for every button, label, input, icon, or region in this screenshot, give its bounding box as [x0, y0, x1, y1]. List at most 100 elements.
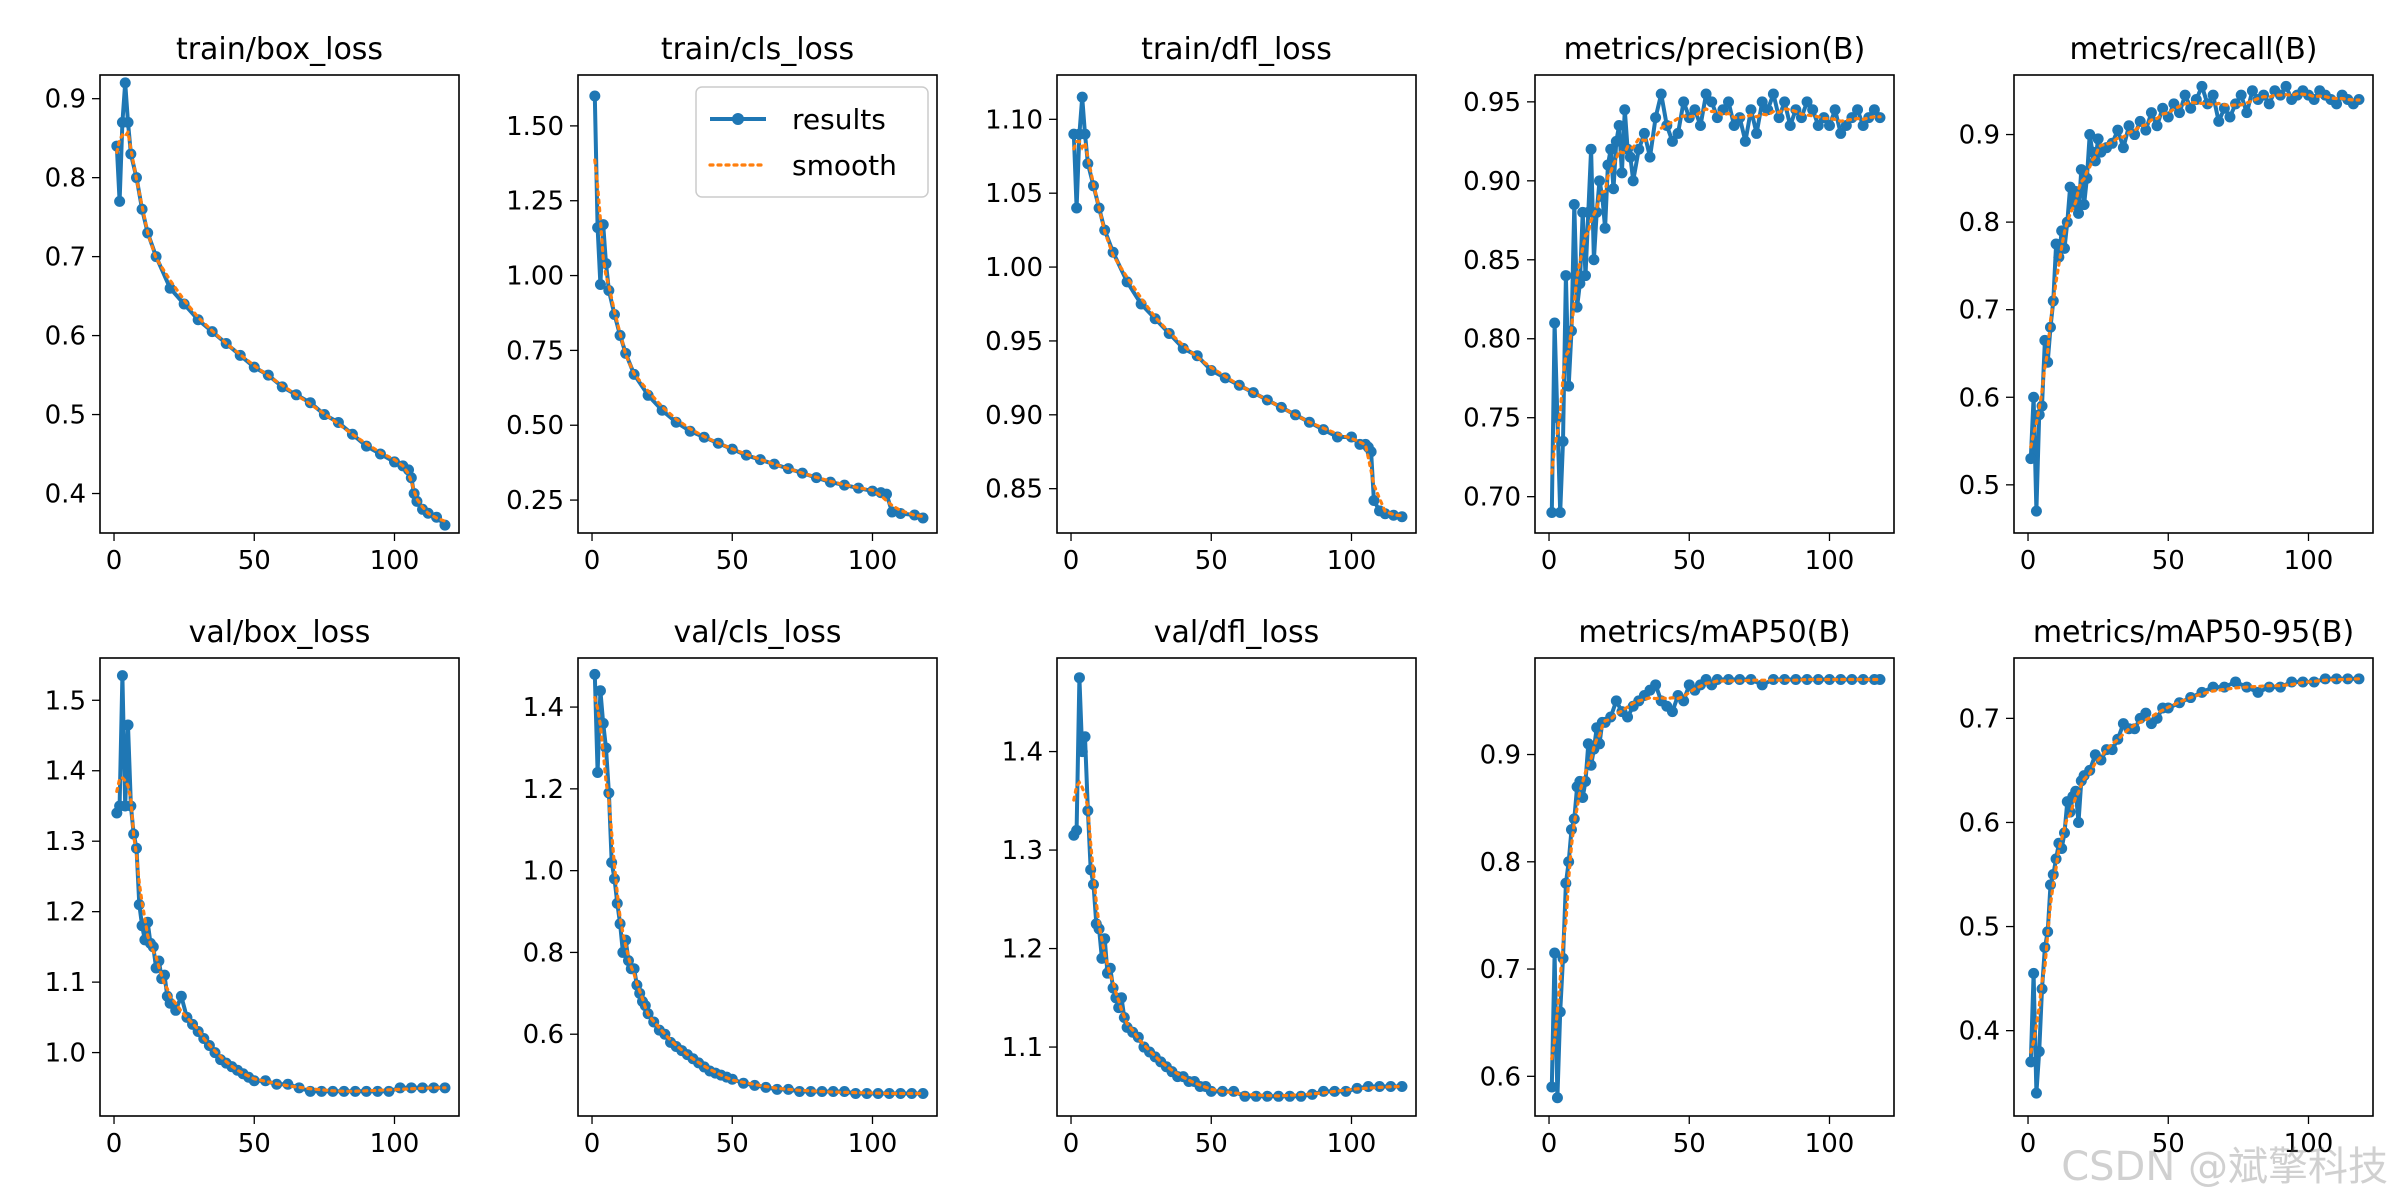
y-tick-label: 0.6 — [1959, 383, 2000, 413]
y-tick-label: 1.2 — [523, 775, 564, 805]
results-point — [1622, 711, 1634, 723]
results-point — [805, 1085, 817, 1097]
y-tick-label: 1.0 — [45, 1039, 86, 1069]
results-point — [2173, 107, 2185, 119]
watermark-text: CSDN @斌擎科技 — [2061, 1144, 2388, 1190]
results-point — [1113, 1002, 1125, 1014]
results-point — [1779, 96, 1791, 108]
y-tick-label: 1.00 — [985, 253, 1043, 283]
y-tick-label: 0.8 — [1959, 208, 2000, 238]
results-point — [594, 279, 606, 291]
y-tick-label: 1.10 — [985, 105, 1043, 135]
results-point — [2087, 146, 2099, 158]
results-point — [2224, 111, 2236, 123]
plot-frame — [577, 657, 938, 1117]
results-point — [2179, 89, 2191, 101]
subplot-0: train/box_loss 0 50 100 0.4 0.5 0.6 0.7 0.8 0.9 — [45, 32, 460, 576]
results-point — [617, 946, 629, 958]
results-point — [122, 116, 134, 128]
subplot-title: train/dfl_loss — [1141, 32, 1332, 67]
smooth-line — [2029, 92, 2361, 449]
y-tick-label: 0.95 — [985, 327, 1043, 357]
results-point — [2025, 453, 2037, 465]
y-tick-label: 0.8 — [1480, 848, 1521, 878]
y-tick-label: 1.4 — [1002, 738, 1043, 768]
x-tick-label: 0 — [1063, 1129, 1080, 1159]
results-point — [1563, 380, 1575, 392]
results-point — [589, 668, 601, 680]
y-tick-label: 1.5 — [45, 686, 86, 716]
results-point — [2308, 676, 2320, 688]
results-point — [1608, 183, 1620, 195]
results-point — [1857, 673, 1869, 685]
x-tick-label: 50 — [238, 546, 271, 576]
results-point — [1560, 270, 1572, 282]
results-point — [2263, 98, 2275, 110]
results-point — [1585, 143, 1597, 155]
smooth-line — [593, 696, 925, 1096]
results-point — [1666, 706, 1678, 718]
results-point — [2081, 172, 2093, 184]
y-tick-label: 0.90 — [985, 401, 1043, 431]
results-line — [1071, 95, 1403, 519]
plot-frame — [1056, 657, 1417, 1117]
results-point — [2151, 120, 2163, 132]
plot-frame — [577, 74, 938, 534]
x-tick-label: 0 — [2020, 1129, 2037, 1159]
results-point — [1706, 96, 1718, 108]
subplot-2: train/dfl_loss 0 50 100 0.85 0.90 0.95 1.00 1.05… — [985, 32, 1417, 576]
y-tick-label: 0.75 — [1463, 404, 1521, 434]
subplot-title: metrics/mAP50(B) — [1578, 615, 1850, 650]
subplot-title: val/cls_loss — [674, 615, 842, 650]
results-point — [2246, 85, 2258, 97]
results-point — [1591, 206, 1603, 218]
results-point — [1613, 120, 1625, 132]
smooth-line — [115, 775, 447, 1093]
results-line — [2028, 84, 2361, 514]
results-point — [1071, 202, 1083, 214]
x-tick-label: 50 — [1195, 546, 1228, 576]
results-point — [1605, 143, 1617, 155]
results-point — [2050, 238, 2062, 250]
y-tick-label: 0.80 — [1463, 325, 1521, 355]
y-tick-label: 0.8 — [523, 938, 564, 968]
results-point — [2030, 505, 2042, 517]
results-point — [360, 440, 372, 452]
subplot-title: metrics/recall(B) — [2069, 32, 2317, 67]
results-point — [1076, 91, 1088, 103]
results-point — [2123, 120, 2135, 132]
results-point — [2025, 1056, 2037, 1068]
x-tick-label: 100 — [1805, 546, 1855, 576]
y-tick-label: 0.5 — [45, 401, 86, 431]
results-point — [1823, 120, 1835, 132]
smooth-line — [1072, 138, 1404, 518]
results-point — [2073, 207, 2085, 219]
results-point — [1633, 143, 1645, 155]
results-point — [1071, 824, 1083, 836]
results-point — [1857, 120, 1869, 132]
results-point — [2092, 133, 2104, 145]
y-tick-label: 0.8 — [45, 164, 86, 194]
plot-frame — [2013, 657, 2374, 1117]
x-tick-label: 100 — [370, 546, 420, 576]
subplot-9: metrics/mAP50-95(B) 0 50 100 0.4 0.5 0.6 0.7 — [1959, 615, 2374, 1159]
results-point — [1790, 104, 1802, 116]
results-point — [1627, 175, 1639, 187]
results-point — [861, 1088, 873, 1100]
results-point — [1801, 96, 1813, 108]
y-tick-label: 0.6 — [1959, 808, 2000, 838]
results-point — [1756, 679, 1768, 691]
x-tick-label: 50 — [1195, 1129, 1228, 1159]
plot-frame — [99, 74, 460, 534]
results-point — [2075, 164, 2087, 176]
x-tick-label: 50 — [716, 546, 749, 576]
results-point — [2331, 673, 2343, 685]
subplot-1: train/cls_loss 0 50 100 0.25 0.50 0.75 1.00 1.25… — [506, 32, 938, 576]
results-point — [592, 767, 604, 778]
legend-results-marker — [732, 113, 744, 125]
results-point — [2331, 98, 2343, 110]
subplot-title: val/box_loss — [189, 615, 371, 650]
x-tick-label: 50 — [1673, 1129, 1706, 1159]
x-tick-label: 0 — [106, 1129, 123, 1159]
x-tick-label: 0 — [2020, 546, 2037, 576]
